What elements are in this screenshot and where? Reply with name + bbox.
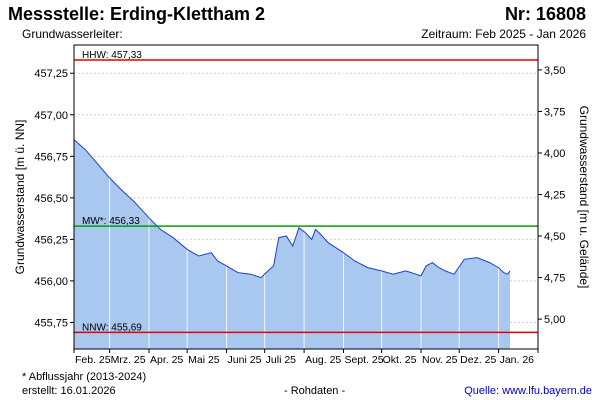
x-tick-label: Juli 25	[266, 354, 297, 366]
y2-tick-label: 3,50	[544, 65, 565, 77]
x-tick-label: Dez. 25	[460, 354, 496, 366]
ref-line-label: MW*: 456,33	[82, 216, 140, 227]
y-tick-label: 456,00	[34, 276, 68, 288]
aquifer-label: Grundwasserleiter:	[22, 27, 123, 41]
y-tick-label: 456,25	[34, 234, 68, 246]
x-tick-label: Apr. 25	[150, 354, 183, 366]
y-tick-label: 456,50	[34, 193, 68, 205]
y2-tick-label: 4,25	[544, 190, 565, 202]
series-line	[73, 139, 511, 279]
x-tick-label: Okt. 25	[383, 354, 417, 366]
y2-tick-label: 5,00	[544, 314, 565, 326]
series-area	[74, 139, 510, 349]
y2-tick-label: 4,75	[544, 273, 565, 285]
y-axis-title: Grundwasserstand [m ü. NN]	[13, 120, 27, 275]
x-tick-label: Aug. 25	[305, 354, 341, 366]
y-tick-label: 457,25	[34, 68, 68, 80]
x-tick-label: Sept. 25	[345, 354, 384, 366]
x-tick-label: Mrz. 25	[111, 354, 146, 366]
x-tick-label: Feb. 25	[75, 354, 111, 366]
y2-tick-label: 3,75	[544, 106, 565, 118]
ref-line-label: HHW: 457,33	[82, 50, 142, 61]
y-tick-label: 457,00	[34, 110, 68, 122]
y-tick-label: 455,75	[34, 317, 68, 329]
ref-line-label: NNW: 455,69	[82, 322, 142, 333]
period-label: Zeitraum: Feb 2025 - Jan 2026	[421, 27, 586, 41]
plot-frame	[73, 44, 539, 350]
x-tick-label: Juni 25	[228, 354, 262, 366]
created-date: erstellt: 16.01.2026	[22, 385, 116, 397]
x-tick-label: Jan. 26	[500, 354, 535, 366]
station-number: Nr: 16808	[504, 4, 586, 24]
x-tick-label: Nov. 25	[422, 354, 458, 366]
page-title: Messstelle: Erding-Klettham 2	[8, 4, 266, 24]
y2-tick-label: 4,00	[544, 148, 565, 160]
raw-data-note: - Rohdaten -	[284, 385, 346, 397]
y2-axis-title: Grundwasserstand [m u. Gelände]	[577, 106, 591, 289]
y2-tick-label: 4,50	[544, 231, 565, 243]
y-tick-label: 456,75	[34, 151, 68, 163]
footnote: * Abflussjahr (2013-2024)	[22, 371, 147, 383]
x-tick-label: Mai 25	[188, 354, 220, 366]
source-link[interactable]: Quelle: www.lfu.bayern.de	[464, 385, 592, 397]
